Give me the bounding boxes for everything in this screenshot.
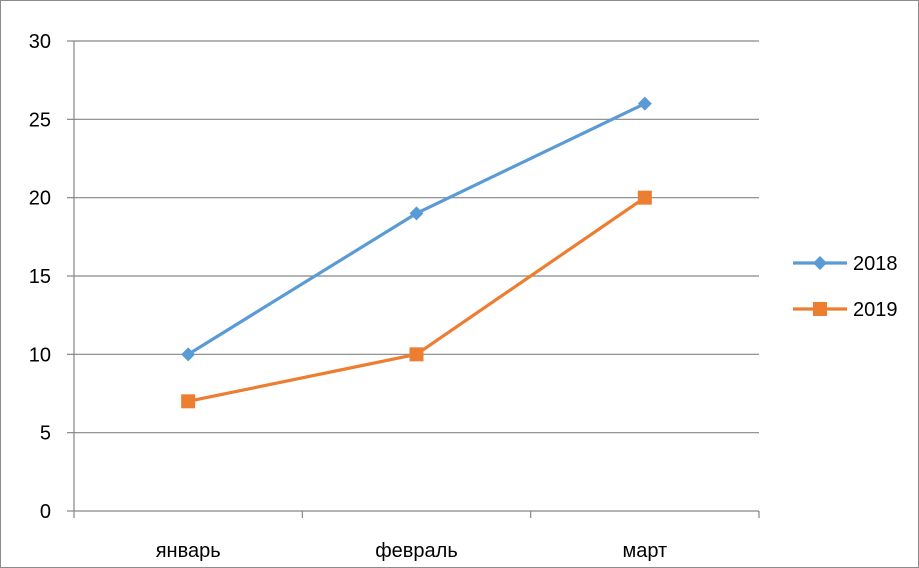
legend-item-2018: 2018 <box>793 253 898 275</box>
y-tick-label: 15 <box>29 266 51 288</box>
y-tick-label: 10 <box>29 344 51 366</box>
data-point <box>181 347 196 362</box>
legend-marker <box>813 256 827 270</box>
legend-label: 2019 <box>853 299 898 321</box>
legend-marker <box>813 302 827 316</box>
data-point <box>409 206 424 221</box>
gridlines <box>74 40 759 434</box>
y-tick-label: 5 <box>40 423 51 445</box>
y-tick-label: 20 <box>29 188 51 210</box>
legend: 2018 2019 <box>793 253 898 321</box>
series-line <box>187 196 646 403</box>
axes: 0 5 10 15 20 25 30 январь февраль март <box>29 31 760 562</box>
series-2018 <box>181 96 652 362</box>
x-tick-label: март <box>622 540 667 562</box>
series-2019 <box>181 190 652 409</box>
data-point <box>181 394 196 409</box>
series-lines <box>181 96 652 409</box>
series-line <box>187 102 646 356</box>
data-point <box>637 96 652 111</box>
data-point <box>637 190 652 205</box>
y-tick-label: 30 <box>29 31 51 53</box>
legend-item-2019: 2019 <box>793 299 898 321</box>
x-tick-label: январь <box>156 540 221 562</box>
y-tick-label: 25 <box>29 109 51 131</box>
legend-label: 2018 <box>853 253 898 275</box>
x-tick-label: февраль <box>375 540 458 562</box>
data-point <box>409 347 424 362</box>
y-tick-label: 0 <box>40 501 51 523</box>
